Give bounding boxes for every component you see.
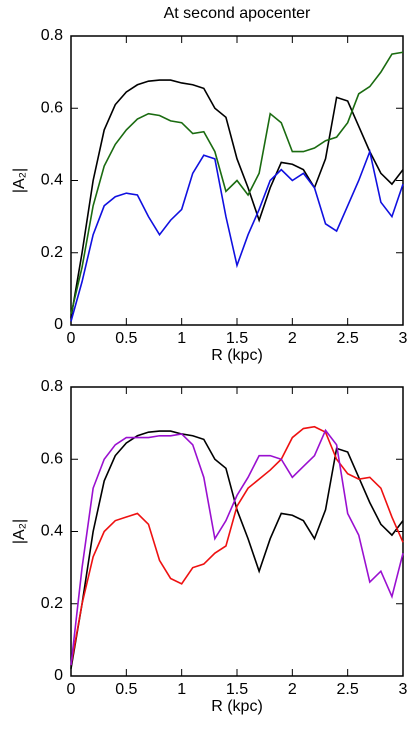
x-tick-label: 1 xyxy=(177,681,186,698)
series-line xyxy=(70,430,404,669)
x-tick-label: 0.5 xyxy=(115,330,137,347)
x-tick-label: 2.5 xyxy=(337,330,359,347)
x-tick-label: 3 xyxy=(399,330,408,347)
series-line xyxy=(70,51,404,315)
x-tick-label: 0 xyxy=(67,681,76,698)
y-tick-label: 0 xyxy=(54,667,63,684)
y-tick-label: 0 xyxy=(54,316,63,333)
x-tick-label: 2 xyxy=(288,681,297,698)
series-line xyxy=(70,148,404,322)
x-tick-label: 2 xyxy=(288,330,297,347)
series-line xyxy=(70,79,404,318)
x-tick-label: 1.5 xyxy=(226,330,248,347)
y-tick-label: 0.8 xyxy=(41,378,63,395)
plot-frame xyxy=(70,386,404,677)
y-tick-label: 0.2 xyxy=(41,244,63,261)
y-tick-label: 0.8 xyxy=(41,27,63,44)
y-tick-label: 0.4 xyxy=(41,172,63,189)
y-tick-label: 0.4 xyxy=(41,523,63,540)
x-tick-label: 3 xyxy=(399,681,408,698)
series-line xyxy=(70,425,404,666)
x-tick-label: 0 xyxy=(67,330,76,347)
y-axis-label: |A₂| xyxy=(11,168,28,193)
x-tick-label: 0.5 xyxy=(115,681,137,698)
y-tick-label: 0.2 xyxy=(41,595,63,612)
x-axis-label: R (kpc) xyxy=(211,698,263,715)
y-tick-label: 0.6 xyxy=(41,450,63,467)
series-line xyxy=(70,428,404,666)
chart-title: At second apocenter xyxy=(164,5,311,22)
x-axis-label: R (kpc) xyxy=(211,347,263,364)
x-tick-label: 1.5 xyxy=(226,681,248,698)
x-tick-label: 2.5 xyxy=(337,681,359,698)
y-axis-label: |A₂| xyxy=(11,519,28,544)
x-tick-label: 1 xyxy=(177,330,186,347)
y-tick-label: 0.6 xyxy=(41,99,63,116)
